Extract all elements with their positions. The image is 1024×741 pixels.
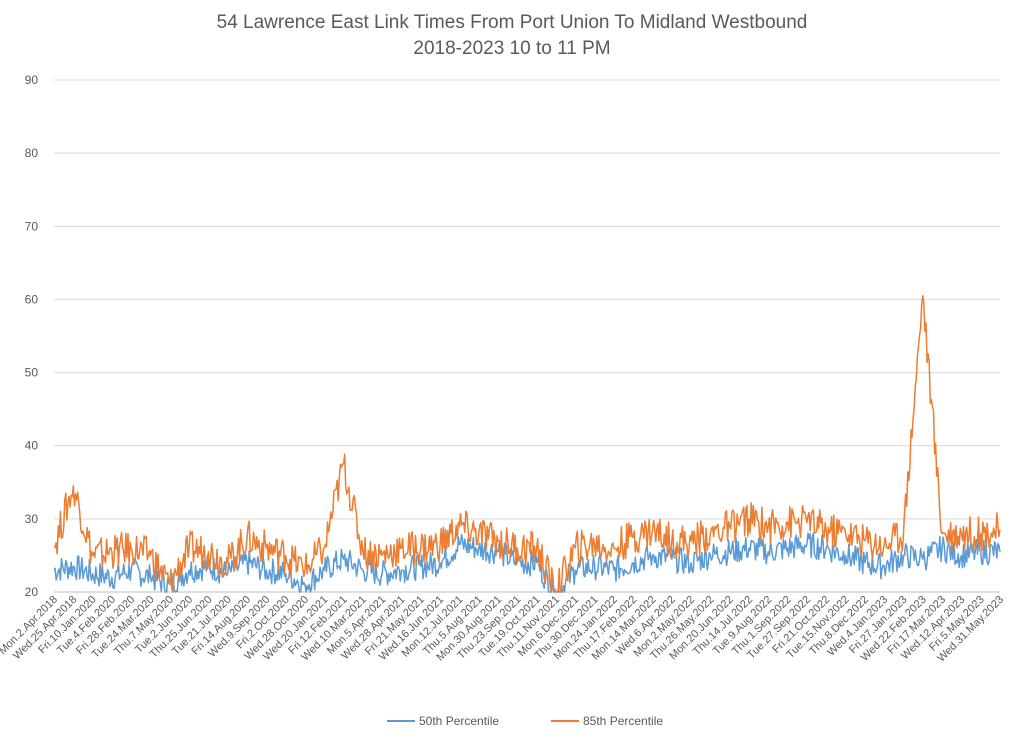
y-tick-label: 80 [25,146,39,160]
legend: 50th Percentile 85th Percentile [387,714,663,728]
series-line-50th-percentile [53,532,1001,593]
gridlines [54,79,1000,593]
y-tick-label: 30 [25,512,39,526]
chart-title: 54 Lawrence East Link Times From Port Un… [0,10,1024,62]
legend-label: 85th Percentile [583,714,663,728]
y-tick-label: 90 [25,73,39,87]
y-tick-label: 50 [25,366,39,380]
y-tick-label: 40 [25,439,39,453]
chart-title-line-2: 2018-2023 10 to 11 PM [413,38,611,59]
series-lines [53,295,1001,593]
legend-label: 50th Percentile [419,714,499,728]
y-tick-label: 60 [25,292,39,306]
chart-title-line-1: 54 Lawrence East Link Times From Port Un… [216,12,808,33]
series-line-85th-percentile [53,295,1001,593]
y-tick-label: 70 [25,219,39,233]
y-tick-label: 20 [25,585,39,599]
y-axis-ticks: 20 30 40 50 60 70 80 90 [25,73,39,599]
x-axis-ticks: Mon.2.Apr.2018Wed.25.Apr.2018Fri.10.Jan.… [0,594,1006,665]
